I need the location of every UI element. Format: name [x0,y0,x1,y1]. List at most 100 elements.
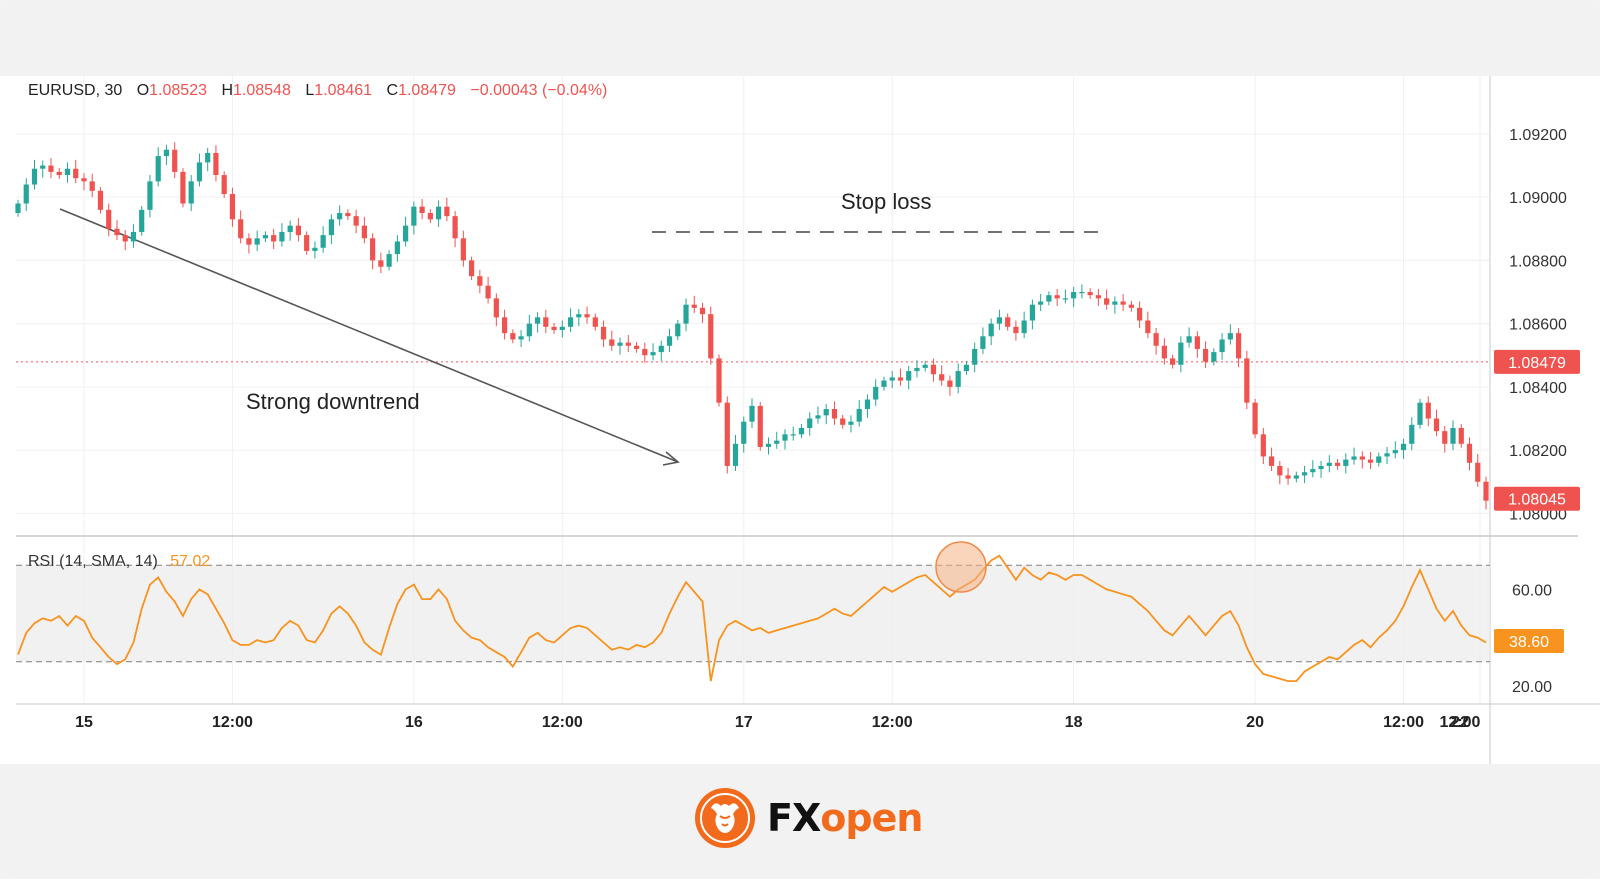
candle-body[interactable] [229,194,236,220]
candle-body[interactable] [1376,456,1382,463]
candle-body[interactable] [427,212,433,220]
candle-body[interactable] [1277,465,1283,476]
candle-body[interactable] [320,235,326,248]
candle-body[interactable] [856,409,862,422]
candle-body[interactable] [64,168,71,176]
candle-body[interactable] [328,219,334,236]
candle-body[interactable] [1227,333,1233,340]
candle-body[interactable] [1021,320,1027,334]
candle-body[interactable] [97,190,104,210]
candle-body[interactable] [23,184,29,204]
candle-body[interactable] [1293,475,1299,479]
candle-body[interactable] [403,225,409,242]
candle-body[interactable] [543,317,549,327]
candle-body[interactable] [56,171,62,176]
candle-body[interactable] [749,405,755,422]
candle-body[interactable] [1442,431,1448,444]
candle-body[interactable] [1268,456,1275,466]
candle-body[interactable] [1450,427,1456,444]
candle-body[interactable] [444,206,450,217]
candle-body[interactable] [1120,301,1126,305]
price-axis[interactable]: 1.09200 1.09000 1.08800 1.08600 1.08400 1.082… [1509,127,1567,523]
candle-body[interactable] [741,421,747,444]
candle-body[interactable] [526,323,532,337]
candle-body[interactable] [460,238,466,261]
candle-body[interactable] [1252,402,1258,435]
candle-body[interactable] [675,323,681,337]
candle-body[interactable] [205,152,211,163]
candle-body[interactable] [73,168,79,179]
candle-body[interactable] [609,339,615,346]
candle-body[interactable] [1087,292,1093,296]
candle-body[interactable] [452,216,458,239]
candle-body[interactable] [551,326,557,330]
candle-body[interactable] [1145,320,1151,334]
candle-body[interactable] [897,377,904,381]
candle-body[interactable] [658,345,664,353]
candle-body[interactable] [436,206,442,220]
candle-body[interactable] [807,418,813,428]
candle-body[interactable] [1433,418,1440,432]
candle-body[interactable] [1326,462,1332,466]
candle-body[interactable] [155,156,161,182]
candle-body[interactable] [1161,345,1167,359]
candle-body[interactable] [1466,443,1473,463]
candle-body[interactable] [419,206,425,213]
candle-body[interactable] [114,228,120,236]
candle-body[interactable] [757,405,763,447]
candle-body[interactable] [1244,358,1250,403]
candle-body[interactable] [559,326,565,330]
candle-body[interactable] [592,317,598,327]
candle-body[interactable] [337,212,343,220]
candle-body[interactable] [716,358,722,403]
candle-body[interactable] [510,333,516,340]
candle-body[interactable] [345,212,351,217]
candle-body[interactable] [254,238,260,245]
candle-body[interactable] [1013,326,1019,334]
candlestick-series[interactable] [15,142,1489,510]
candle-body[interactable] [279,231,285,242]
candle-body[interactable] [378,260,384,267]
candle-body[interactable] [996,317,1003,324]
candle-body[interactable] [699,307,706,315]
candle-body[interactable] [815,415,821,419]
candle-body[interactable] [1334,462,1341,466]
candle-body[interactable] [576,314,582,318]
candle-body[interactable] [81,178,87,182]
candle-body[interactable] [1128,304,1134,308]
candle-body[interactable] [939,374,945,381]
candle-body[interactable] [411,206,417,226]
candle-body[interactable] [1104,298,1110,305]
rsi-axis[interactable]: 60.00 20.00 [1512,582,1552,696]
candle-body[interactable] [840,418,846,425]
candle-body[interactable] [1038,301,1044,305]
candle-body[interactable] [122,235,128,242]
candle-body[interactable] [1475,462,1481,482]
candle-body[interactable] [1318,465,1324,470]
candle-body[interactable] [1062,298,1068,300]
candle-body[interactable] [1046,295,1052,302]
candle-body[interactable] [287,225,293,232]
candle-body[interactable] [271,235,277,242]
candle-body[interactable] [493,298,499,318]
candle-body[interactable] [617,342,623,346]
candle-body[interactable] [600,326,607,340]
candle-body[interactable] [881,380,887,387]
candle-body[interactable] [163,149,170,157]
candle-body[interactable] [1071,292,1077,299]
candle-body[interactable] [1417,402,1423,425]
candle-body[interactable] [353,216,359,226]
candle-body[interactable] [1186,336,1192,343]
candle-body[interactable] [691,304,697,308]
candle-body[interactable] [106,209,112,229]
candle-body[interactable] [831,409,838,419]
candle-body[interactable] [1029,304,1036,321]
candle-body[interactable] [1384,453,1390,457]
candle-body[interactable] [823,409,829,416]
candle-body[interactable] [246,238,252,245]
candle-body[interactable] [147,181,153,210]
candle-body[interactable] [765,443,772,447]
candle-body[interactable] [798,427,805,435]
candle-body[interactable] [139,209,145,232]
